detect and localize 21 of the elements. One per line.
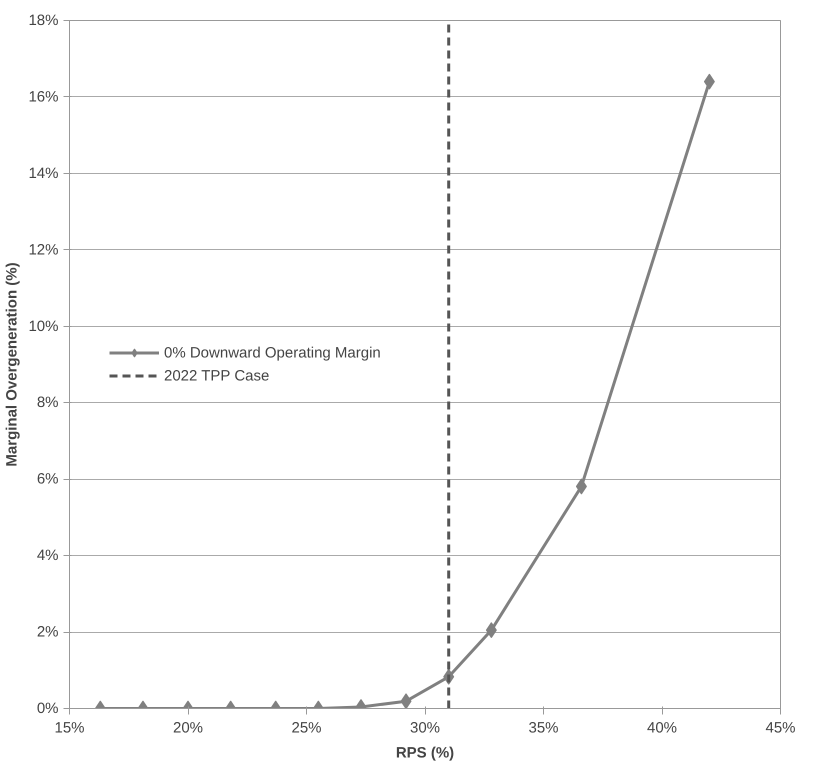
x-tick-label: 15% bbox=[54, 720, 85, 736]
x-tick-label: 40% bbox=[646, 720, 678, 736]
y-tick-label: 14% bbox=[28, 164, 59, 182]
y-tick-label: 0% bbox=[36, 700, 59, 717]
y-axis-title: Marginal Overgeneration (%) bbox=[3, 262, 20, 467]
x-tick-label: 45% bbox=[765, 720, 796, 736]
x-axis-title: RPS (%) bbox=[396, 744, 454, 762]
y-tick-label: 10% bbox=[28, 318, 59, 335]
y-tick-label: 2% bbox=[36, 624, 59, 641]
x-tick-label: 25% bbox=[291, 720, 322, 736]
ref-line-label: 2022 TPP Case bbox=[164, 367, 270, 384]
y-tick-label: 8% bbox=[36, 394, 59, 412]
legend-label: 0% Downward Operating Margin bbox=[164, 344, 381, 361]
y-tick-label: 4% bbox=[36, 547, 59, 564]
y-tick-label: 6% bbox=[36, 470, 59, 488]
x-tick-label: 35% bbox=[528, 720, 559, 736]
x-tick-label: 20% bbox=[172, 720, 204, 736]
y-tick-label: 12% bbox=[28, 241, 59, 258]
y-tick-label: 18% bbox=[28, 12, 59, 29]
y-tick-label: 16% bbox=[28, 88, 59, 106]
x-tick-label: 30% bbox=[410, 720, 440, 736]
